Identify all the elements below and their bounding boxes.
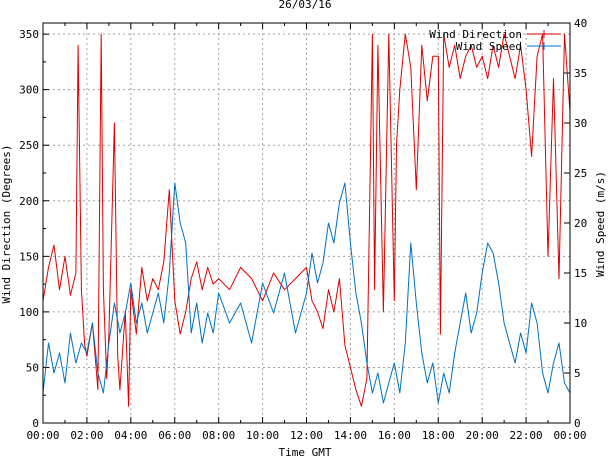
y-left-tick-label: 100 [19, 306, 39, 319]
series-line-wind-direction [42, 33, 571, 407]
y-right-tick-label: 10 [574, 317, 587, 330]
x-tick-label: 14:00 [334, 429, 367, 442]
y-left-tick-label: 300 [19, 84, 39, 97]
x-tick-label: 10:00 [246, 429, 279, 442]
y-left-tick-label: 0 [32, 417, 39, 430]
y-right-tick-labels: 0 5 10 15 20 25 30 35 40 [574, 17, 587, 430]
y-right-tick-label: 25 [574, 167, 587, 180]
series-line-wind-speed [42, 182, 571, 404]
y-left-tick-label: 50 [26, 361, 39, 374]
x-axis-label: Time GMT [279, 446, 332, 459]
x-tick-label: 00:00 [553, 429, 586, 442]
y-left-tick-label: 200 [19, 195, 39, 208]
x-tick-label: 20:00 [466, 429, 499, 442]
y-right-tick-label: 0 [574, 417, 581, 430]
y-left-tick-label: 250 [19, 139, 39, 152]
axis-ticks [42, 22, 571, 424]
series-layer [42, 33, 571, 407]
y-left-tick-labels: 0 50 100 150 200 250 300 350 [19, 28, 39, 430]
y-right-axis-label: Wind Speed (m/s) [594, 171, 607, 277]
x-tick-label: 00:00 [26, 429, 59, 442]
legend: Wind Direction Wind Speed [429, 28, 561, 53]
y-left-axis-label: Wind Direction (Degrees) [0, 145, 13, 304]
y-right-tick-label: 15 [574, 267, 587, 280]
x-tick-label: 02:00 [70, 429, 103, 442]
x-tick-label: 22:00 [510, 429, 543, 442]
y-left-tick-label: 350 [19, 28, 39, 41]
y-right-tick-label: 40 [574, 17, 587, 30]
plot-frame [42, 22, 571, 424]
x-tick-label: 16:00 [378, 429, 411, 442]
x-tick-label: 06:00 [158, 429, 191, 442]
y-right-tick-label: 5 [574, 367, 581, 380]
chart-title: 26/03/16 [279, 0, 332, 11]
x-tick-label: 12:00 [290, 429, 323, 442]
legend-label-wind-direction: Wind Direction [429, 28, 522, 41]
x-tick-label: 18:00 [422, 429, 455, 442]
legend-label-wind-speed: Wind Speed [456, 40, 522, 53]
y-right-tick-label: 35 [574, 67, 587, 80]
y-right-tick-label: 30 [574, 117, 587, 130]
y-right-tick-label: 20 [574, 217, 587, 230]
x-tick-label: 04:00 [114, 429, 147, 442]
x-tick-labels: 00:00 02:00 04:00 06:00 08:00 10:00 12:00 14:00… [26, 429, 586, 442]
y-left-tick-label: 150 [19, 250, 39, 263]
x-tick-label: 08:00 [202, 429, 235, 442]
